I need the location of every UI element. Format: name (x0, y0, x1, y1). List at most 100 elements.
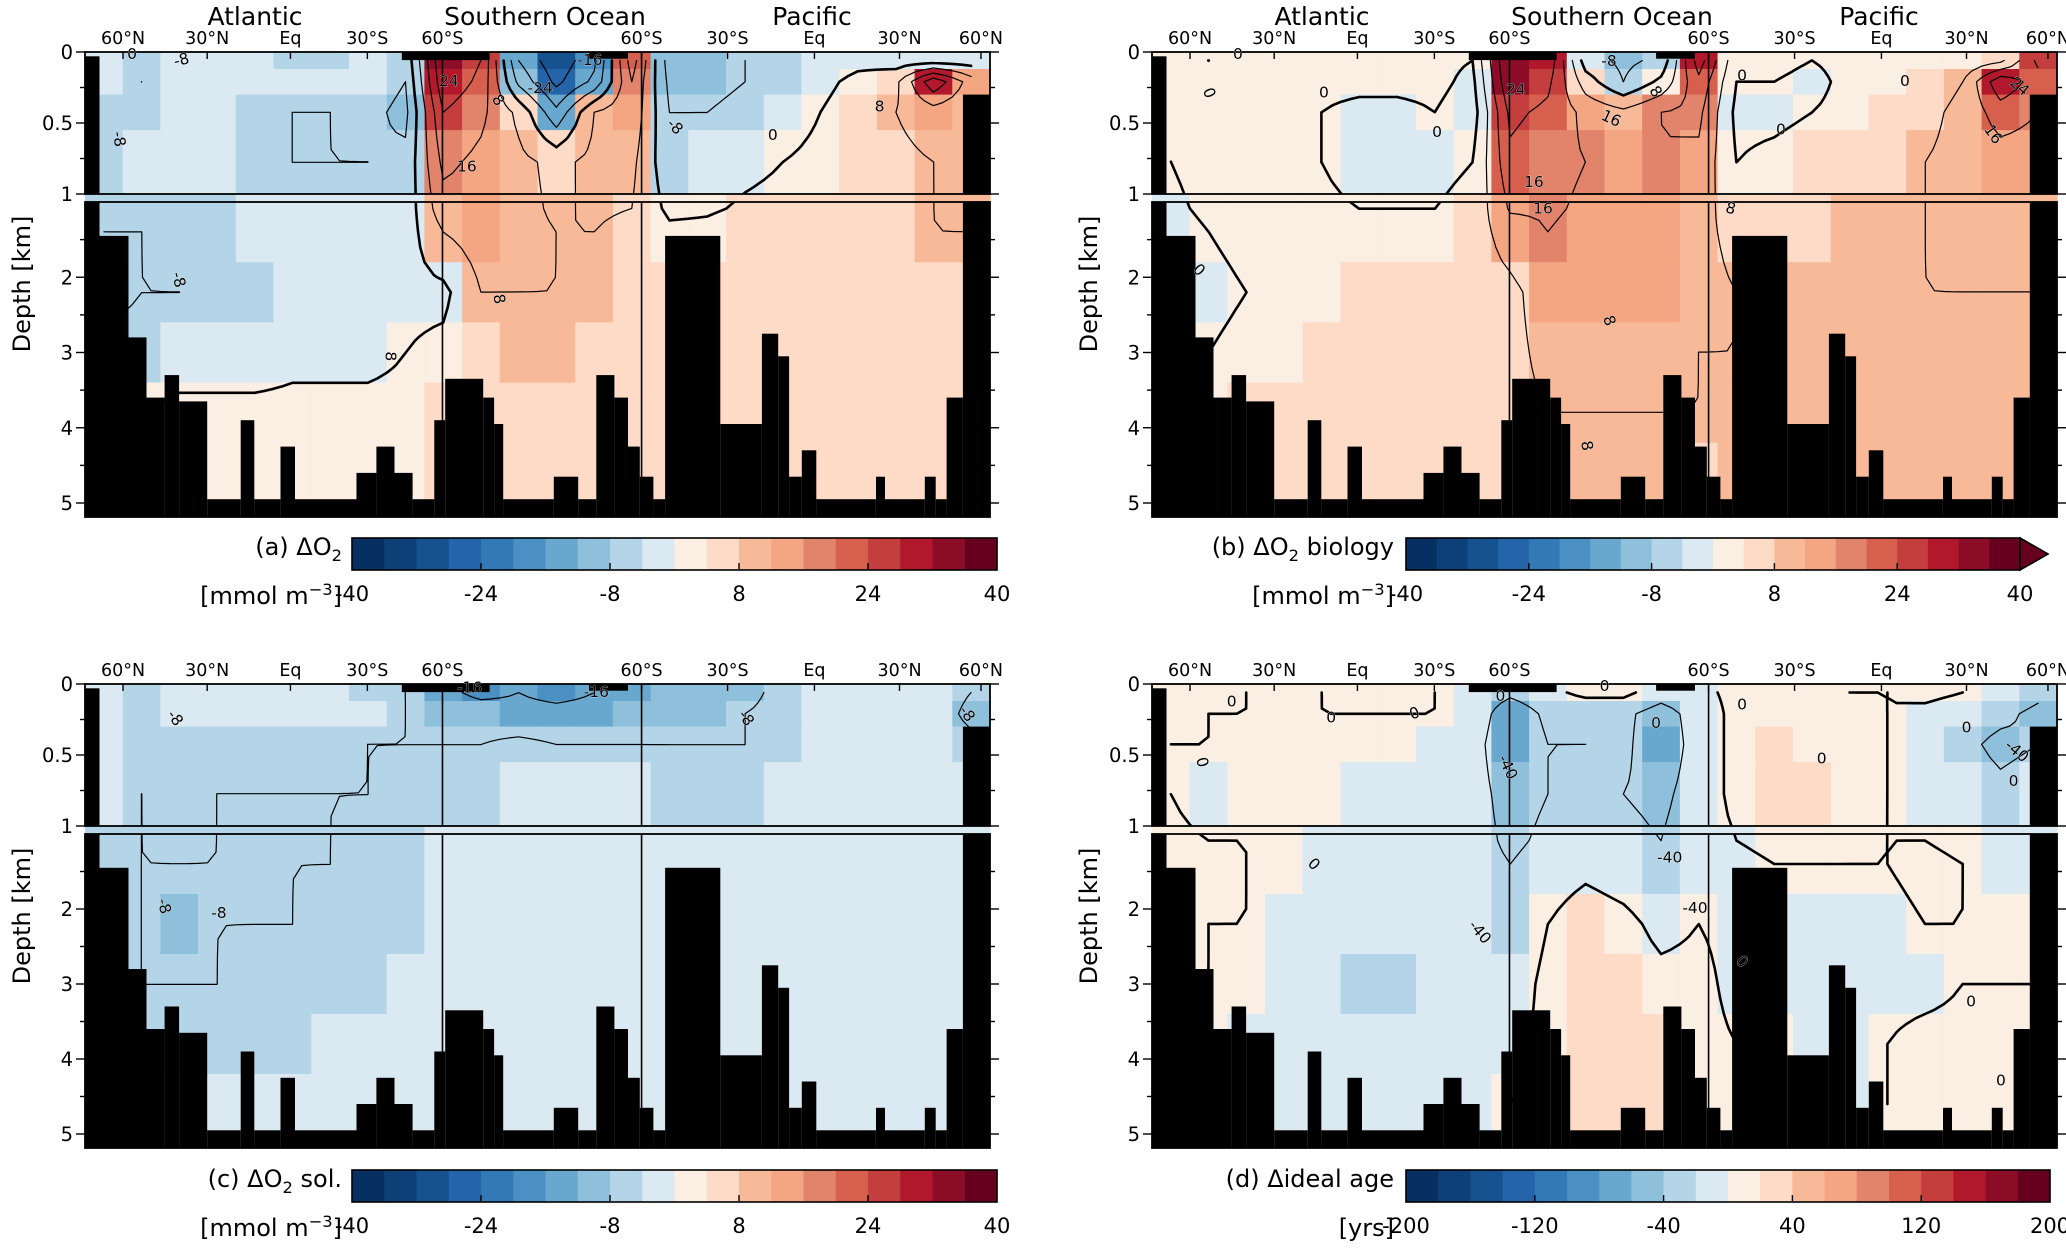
panel-a-topography (85, 52, 990, 517)
lower-axes-frame (1151, 833, 2058, 1149)
x-tick-label: 60°S (421, 29, 463, 49)
panel-c-caption: (c) ΔO2 sol. [mmol m−3] (2, 1162, 342, 1245)
panel-c-topography (85, 684, 990, 1149)
x-tick-label: 30°N (1252, 661, 1296, 681)
x-tick-label: 30°S (346, 29, 388, 49)
colorbar-tick-label: -24 (464, 1214, 498, 1238)
panel-d-colorbar: -200 -120 -40 40 120 200 (1382, 1169, 2066, 1238)
lower-axes-frame (84, 833, 991, 1149)
panel-c-units: [mmol m−3] (200, 1211, 342, 1242)
depth-tick-label: 5 (61, 492, 73, 515)
colorbar-tick-label: -40 (335, 1214, 369, 1238)
contour-label: 0 (1996, 1071, 2006, 1089)
panel-d-plot: 60°N 30°N Eq 30°S 60°S 60°S 30°S Eq 30°N 60°N 0 0.5… (1075, 661, 2066, 1149)
depth-axis-label: Depth [km] (8, 848, 36, 985)
colorbar-tick-label: 24 (855, 1214, 882, 1238)
panel-d-units: [yrs] (1338, 1213, 1394, 1242)
contour-label: 0 (1737, 696, 1747, 714)
x-tick-label: 60°S (1488, 29, 1530, 49)
colorbar-tick-label: 120 (1901, 1214, 1941, 1238)
contour-label: 8 (875, 98, 885, 116)
panel-d-field (1152, 684, 2058, 1148)
depth-tick-label: 0.5 (42, 744, 73, 767)
contour-label: 16 (1524, 173, 1544, 191)
colorbar-tick-label: -24 (464, 582, 498, 606)
panel-b-colorbar: -40 -24 -8 8 24 40 (1389, 536, 2050, 606)
colorbar-tick-label: 40 (984, 1214, 1011, 1238)
colorbar-tick-label: -40 (335, 582, 369, 606)
contour-label: 0 (1817, 750, 1827, 768)
depth-tick-label: 0.5 (1109, 112, 1140, 135)
x-tick-label: 30°N (185, 661, 229, 681)
contour-label: -16 (457, 679, 482, 697)
contour-label: -40 (1682, 899, 1707, 917)
x-tick-label: 60°S (1688, 29, 1730, 49)
colorbar-tick-label: 24 (1884, 582, 1911, 606)
contour-label: -8 (211, 904, 226, 922)
x-tick-label: 30°S (1773, 661, 1815, 681)
panel-b-topography (1152, 52, 2057, 517)
panel-b-caption: (b) ΔO2 biology [mmol m−3] (1054, 530, 1394, 613)
contour-label: 0 (1326, 708, 1336, 726)
contour-label: 0 (1192, 755, 1212, 769)
contour-label: 0 (1233, 45, 1243, 63)
colorbar-tick-label: 200 (2030, 1214, 2066, 1238)
contour-label: -40 (1657, 849, 1682, 867)
ocean-title-southern-right: Southern Ocean (1511, 2, 1713, 31)
depth-tick-label: 5 (1128, 1123, 1140, 1146)
x-tick-label: 60°N (2026, 661, 2066, 681)
contour-label: -16 (584, 683, 609, 701)
panel-a-caption: (a) ΔO2 [mmol m−3] (2, 530, 342, 613)
contour-label: 0 (1600, 677, 1610, 695)
panel-a-plot: 60°N 30°N Eq 30°S 60°S 60°S 30°S Eq 30°N 60°N00.5… (8, 29, 1003, 518)
contour-label: 8 (1724, 198, 1738, 218)
panel-d-title: (d) Δideal age (1225, 1165, 1394, 1193)
panel-c-plot: 60°N 30°N Eq 30°S 60°S 60°S 30°S Eq 30°N 60°N 0 0.5… (8, 661, 1003, 1149)
contour-label: 24 (1506, 81, 1526, 99)
depth-tick-label: 3 (1128, 973, 1140, 996)
panel-b-plot: 60°N 30°N Eq 30°S 60°S 60°S 30°S Eq 30°N 60°N 0 0.5… (1075, 29, 2066, 518)
colorbar-tick-label: 40 (984, 582, 1011, 606)
x-tick-label: 30°N (185, 29, 229, 49)
x-tick-label: Eq (1346, 661, 1368, 681)
x-tick-label: 60°S (621, 661, 663, 681)
depth-tick-label: 4 (1128, 417, 1140, 440)
contour-label: -8 (172, 49, 192, 70)
x-tick-label: 60°S (1688, 661, 1730, 681)
x-tick-label: 30°N (877, 29, 921, 49)
depth-tick-label: 1 (61, 815, 73, 838)
depth-tick-label: 2 (1128, 898, 1140, 921)
depth-tick-label: 5 (1128, 492, 1140, 515)
colorbar-frame (351, 537, 998, 571)
contour-label: 0 (1495, 687, 1505, 705)
colorbar-tick-label: -8 (1641, 582, 1662, 606)
panel-c-field (85, 684, 991, 1148)
x-tick-label: 30°N (877, 661, 921, 681)
depth-tick-label: 4 (61, 417, 73, 440)
contour-label: 0 (1737, 66, 1747, 84)
contour-label: 0 (768, 126, 778, 144)
contour-label: -8 (109, 130, 129, 148)
ocean-title-atlantic-right: Atlantic (1274, 2, 1370, 31)
ocean-title-pacific-right: Pacific (1839, 2, 1919, 31)
contour-label: -8 (153, 896, 174, 916)
x-tick-label: 60°N (2026, 29, 2066, 49)
depth-tick-label: 1 (1128, 815, 1140, 838)
contour-label: 0 (1432, 123, 1442, 141)
ocean-title-pacific-left: Pacific (772, 2, 852, 31)
contour-label: 0 (1651, 714, 1661, 732)
depth-tick-label: 2 (61, 898, 73, 921)
depth-tick-label: 5 (61, 1123, 73, 1146)
contour-label: 0 (1966, 993, 1976, 1011)
x-tick-label: 30°S (1413, 661, 1455, 681)
depth-tick-label: 4 (1128, 1048, 1140, 1071)
depth-tick-label: 1 (1128, 183, 1140, 206)
x-tick-label: Eq (1346, 29, 1368, 49)
contour-label: 8 (381, 351, 399, 361)
colorbar-tick-label: -40 (1646, 1214, 1680, 1238)
depth-tick-label: 0.5 (42, 112, 73, 135)
ocean-title-southern-left: Southern Ocean (444, 2, 646, 31)
contour-label: -24 (528, 79, 553, 97)
colorbar-arrow (2019, 536, 2050, 572)
